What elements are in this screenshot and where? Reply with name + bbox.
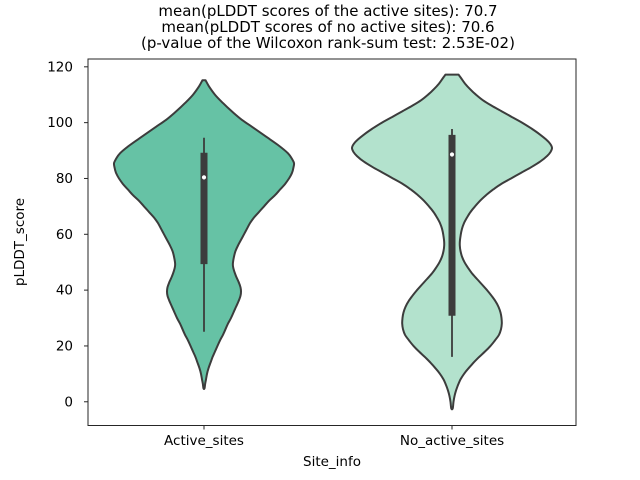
y-tick-label: 120 bbox=[47, 59, 73, 75]
y-tick-label: 20 bbox=[56, 338, 73, 354]
y-tick-label: 60 bbox=[56, 227, 73, 243]
title-line-mean-no-active: mean(pLDDT scores of no active sites): 7… bbox=[161, 18, 495, 36]
y-axis-label: pLDDT_score bbox=[12, 197, 28, 287]
title-line-p-value: (p-value of the Wilcoxon rank-sum test: … bbox=[141, 34, 515, 52]
plot-border bbox=[87, 58, 577, 426]
median-dot-active_sites bbox=[201, 175, 207, 180]
y-tick-label: 40 bbox=[56, 283, 73, 299]
y-tick-label: 0 bbox=[64, 394, 73, 410]
x-tick-label: No_active_sites bbox=[400, 433, 504, 449]
y-tick-label: 100 bbox=[47, 115, 73, 131]
chart-title: mean(pLDDT scores of the active sites): … bbox=[84, 3, 572, 51]
median-dot-no_active_sites bbox=[449, 152, 455, 157]
y-tick-label: 80 bbox=[56, 171, 73, 187]
title-line-mean-active: mean(pLDDT scores of the active sites): … bbox=[158, 2, 498, 20]
x-axis-label: Site_info bbox=[303, 454, 361, 470]
x-tick-label: Active_sites bbox=[164, 433, 244, 449]
